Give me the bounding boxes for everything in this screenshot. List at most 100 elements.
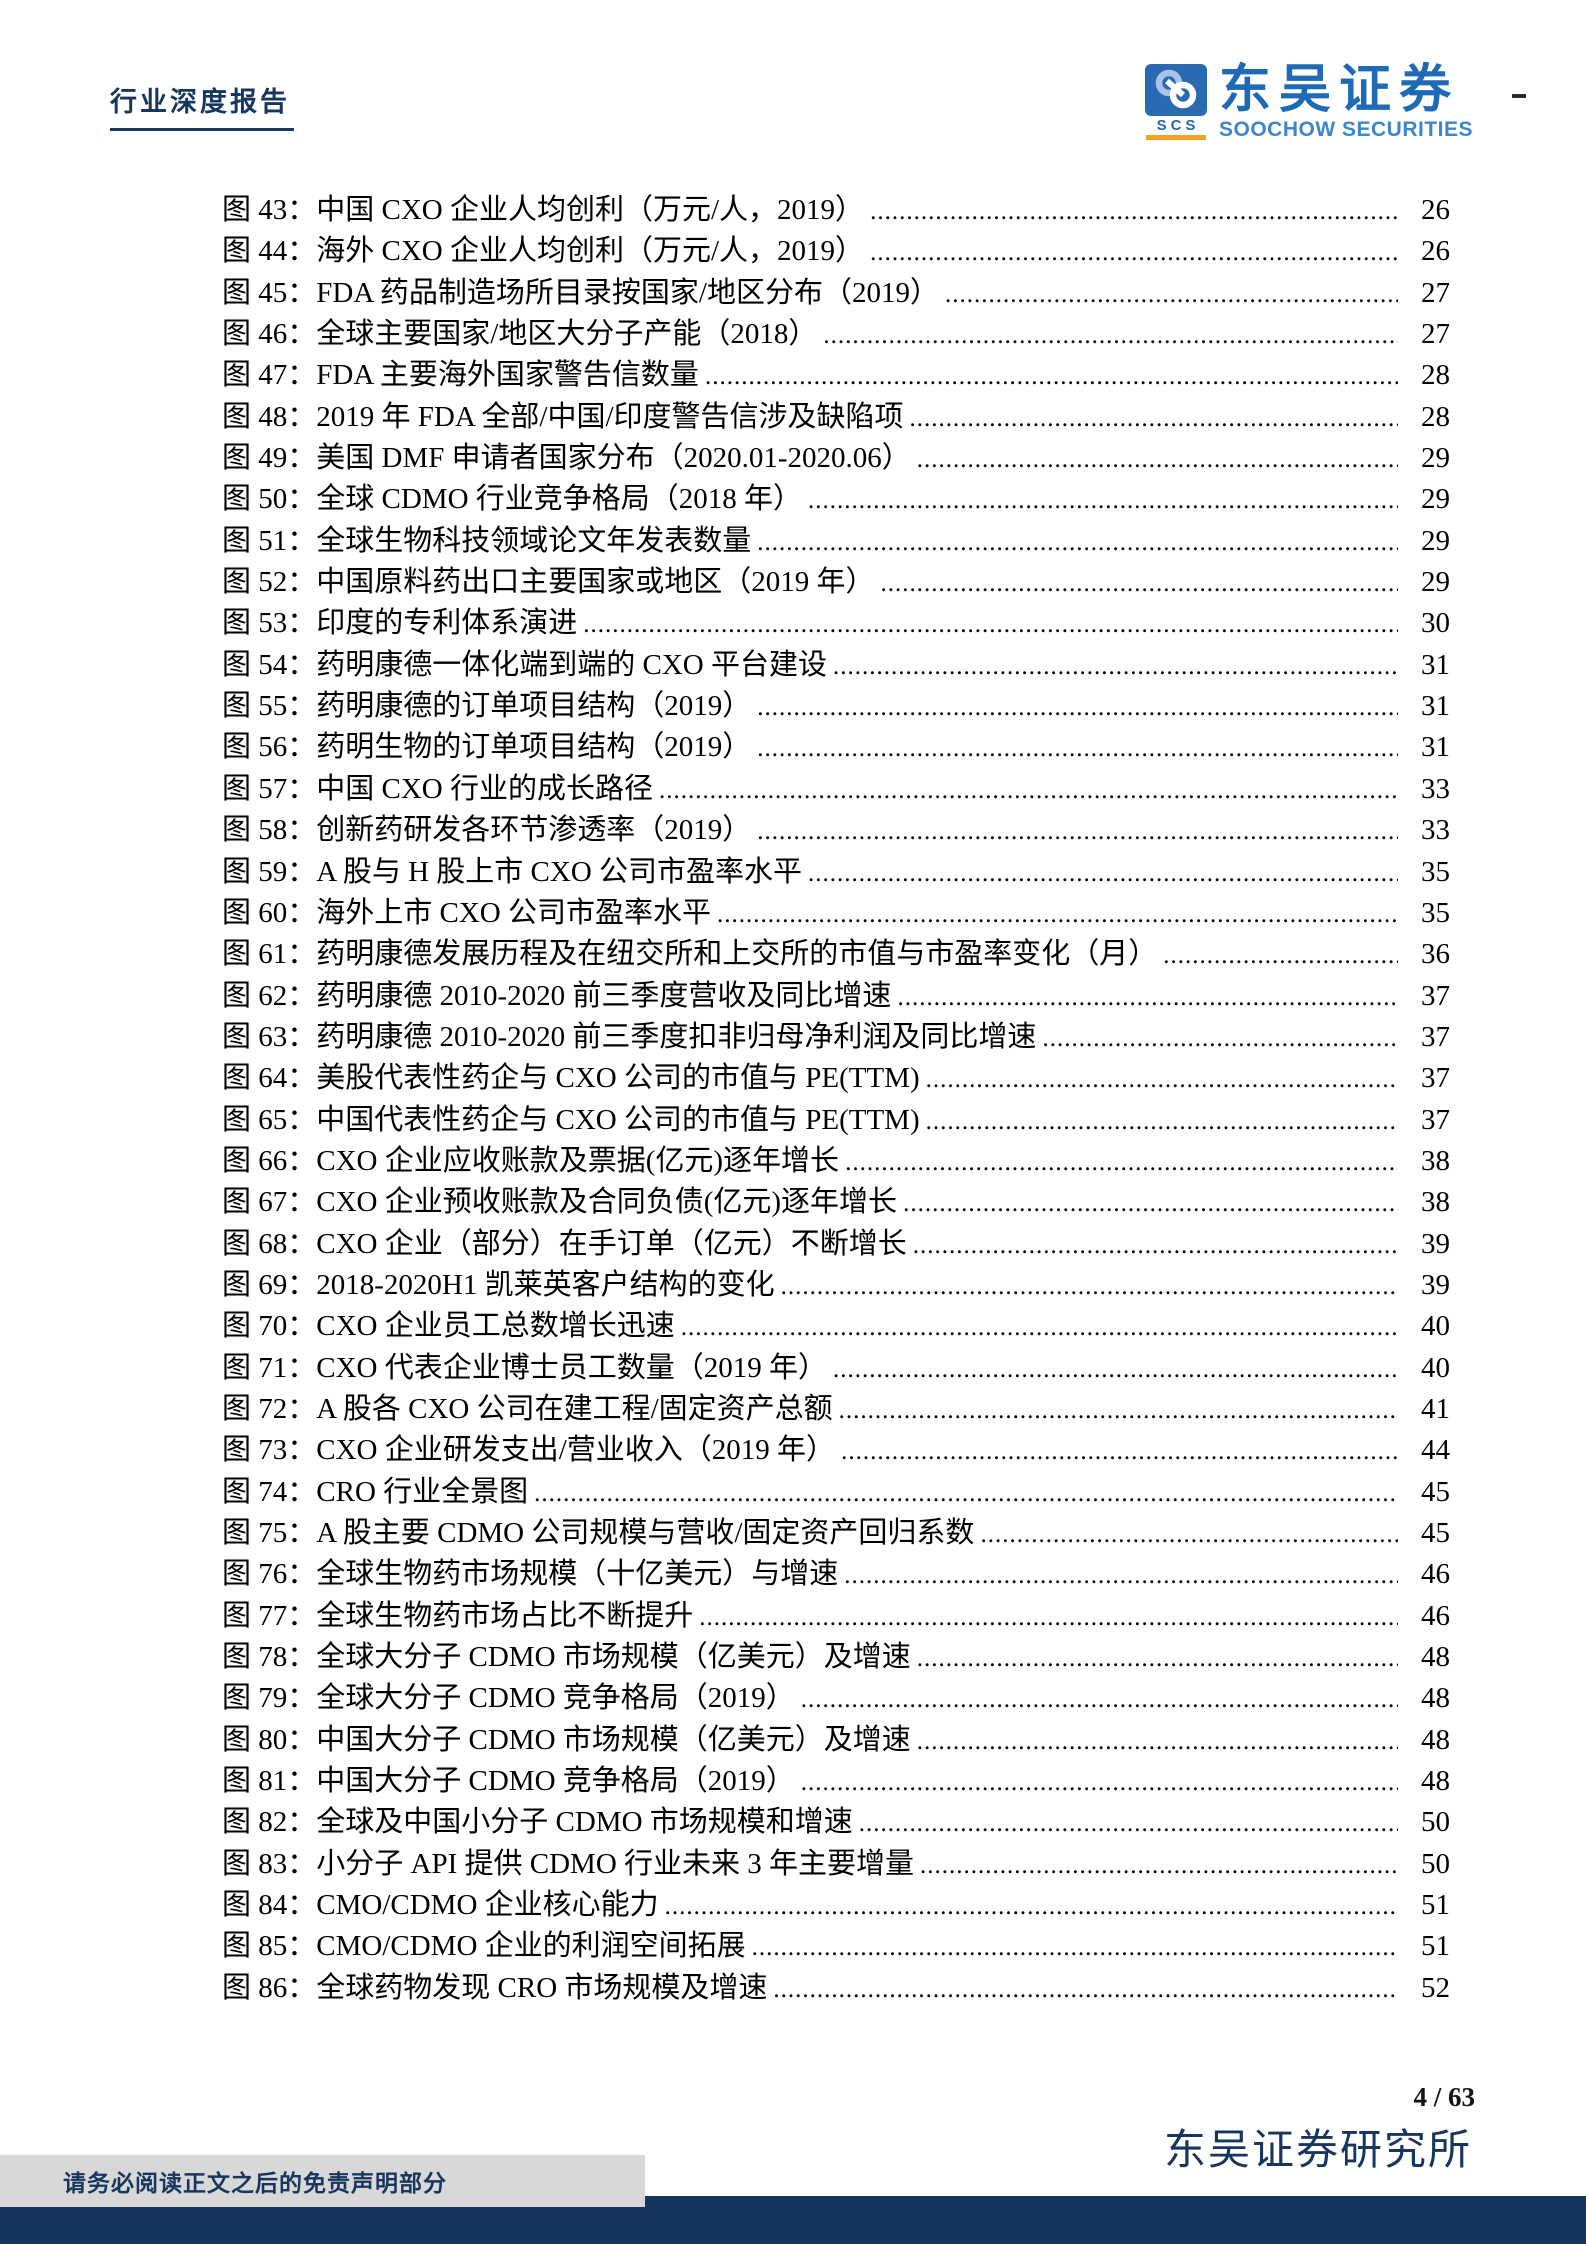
dot-leader xyxy=(659,770,1398,811)
toc-entry[interactable]: 图 84：CMO/CDMO 企业核心能力 51 xyxy=(222,1885,1450,1926)
figure-label: 图 73： xyxy=(222,1434,317,1467)
toc-entry[interactable]: 图 81：中国大分子 CDMO 竞争格局（2019） 48 xyxy=(222,1761,1450,1802)
toc-entry[interactable]: 图 68：CXO 企业（部分）在手订单（亿元）不断增长 39 xyxy=(222,1224,1450,1265)
toc-entry[interactable]: 图 57：中国 CXO 行业的成长路径 33 xyxy=(222,769,1450,810)
figure-title: 中国 CXO 企业人均创利（万元/人，2019） xyxy=(316,194,865,226)
toc-entry[interactable]: 图 77：全球生物药市场占比不断提升 46 xyxy=(222,1596,1450,1637)
toc-entry[interactable]: 图 73：CXO 企业研发支出/营业收入（2019 年） 44 xyxy=(222,1430,1450,1471)
toc-entry[interactable]: 图 67：CXO 企业预收账款及合同负债(亿元)逐年增长 38 xyxy=(222,1182,1450,1223)
toc-entry[interactable]: 图 71：CXO 代表企业博士员工数量（2019 年） 40 xyxy=(222,1348,1450,1389)
toc-entry[interactable]: 图 64：美股代表性药企与 CXO 公司的市值与 PE(TTM) 37 xyxy=(222,1058,1450,1099)
toc-entry[interactable]: 图 82：全球及中国小分子 CDMO 市场规模和增速 50 xyxy=(222,1802,1450,1843)
toc-entry[interactable]: 图 55：药明康德的订单项目结构（2019） 31 xyxy=(222,686,1450,727)
toc-entry[interactable]: 图 58：创新药研发各环节渗透率（2019） 33 xyxy=(222,810,1450,851)
figure-page: 37 xyxy=(1421,979,1450,1012)
dot-leader xyxy=(917,1638,1398,1679)
toc-entry[interactable]: 图 69：2018-2020H1 凯莱英客户结构的变化 39 xyxy=(222,1265,1450,1306)
logo-accent-bar xyxy=(1146,135,1206,140)
figure-label: 图 61： xyxy=(222,938,317,971)
figure-label: 图 84： xyxy=(222,1889,317,1922)
dot-leader xyxy=(870,191,1398,232)
dot-leader xyxy=(681,1307,1398,1348)
figure-label: 图 62： xyxy=(222,979,317,1012)
toc-entry[interactable]: 图 72：A 股各 CXO 公司在建工程/固定资产总额 41 xyxy=(222,1389,1450,1430)
figure-page: 36 xyxy=(1421,938,1450,971)
toc-entry[interactable]: 图 74：CRO 行业全景图 45 xyxy=(222,1472,1450,1513)
toc-entry[interactable]: 图 43：中国 CXO 企业人均创利（万元/人，2019） 26 xyxy=(222,190,1450,231)
toc-entry[interactable]: 图 65：中国代表性药企与 CXO 公司的市值与 PE(TTM) 37 xyxy=(222,1100,1450,1141)
figure-page: 29 xyxy=(1421,524,1450,557)
toc-entry[interactable]: 图 46：全球主要国家/地区大分子产能（2018） 27 xyxy=(222,314,1450,355)
figure-title: CXO 企业员工总数增长迅速 xyxy=(316,1310,675,1343)
toc-entry[interactable]: 图 78：全球大分子 CDMO 市场规模（亿美元）及增速 48 xyxy=(222,1637,1450,1678)
toc-entry[interactable]: 图 59：A 股与 H 股上市 CXO 公司市盈率水平 35 xyxy=(222,852,1450,893)
dot-leader xyxy=(665,1886,1398,1927)
figure-label: 图 48： xyxy=(222,400,317,433)
toc-entry[interactable]: 图 66：CXO 企业应收账款及票据(亿元)逐年增长 38 xyxy=(222,1141,1450,1182)
toc-entry[interactable]: 图 76：全球生物药市场规模（十亿美元）与增速 46 xyxy=(222,1554,1450,1595)
figure-label: 图 80： xyxy=(222,1723,317,1756)
dot-leader xyxy=(870,232,1398,273)
toc-entry[interactable]: 图 45：FDA 药品制造场所目录按国家/地区分布（2019） 27 xyxy=(222,273,1450,314)
toc-entry[interactable]: 图 60：海外上市 CXO 公司市盈率水平 35 xyxy=(222,893,1450,934)
figure-label: 图 67： xyxy=(222,1186,317,1219)
dot-leader xyxy=(823,315,1398,356)
toc-entry[interactable]: 图 49：美国 DMF 申请者国家分布（2020.01-2020.06） 29 xyxy=(222,438,1450,479)
figure-title: 中国大分子 CDMO 市场规模（亿美元）及增速 xyxy=(316,1723,911,1756)
figure-label: 图 71： xyxy=(222,1351,317,1384)
toc-entry[interactable]: 图 53：印度的专利体系演进 30 xyxy=(222,603,1450,644)
figure-page: 45 xyxy=(1421,1475,1450,1508)
toc-entry[interactable]: 图 47：FDA 主要海外国家警告信数量 28 xyxy=(222,355,1450,396)
figure-page: 38 xyxy=(1421,1186,1450,1219)
figure-title: 药明康德的订单项目结构（2019） xyxy=(316,690,752,723)
toc-entry[interactable]: 图 75：A 股主要 CDMO 公司规模与营收/固定资产回归系数 45 xyxy=(222,1513,1450,1554)
figure-label: 图 43： xyxy=(222,194,317,226)
figure-page: 48 xyxy=(1421,1682,1450,1715)
page-indicator: 4 / 63 xyxy=(1413,2082,1475,2112)
figure-page: 48 xyxy=(1421,1765,1450,1798)
toc-entry[interactable]: 图 80：中国大分子 CDMO 市场规模（亿美元）及增速 48 xyxy=(222,1720,1450,1761)
dot-leader xyxy=(583,604,1398,645)
figure-title: 药明生物的订单项目结构（2019） xyxy=(316,731,752,764)
figure-label: 图 70： xyxy=(222,1310,317,1343)
figure-label: 图 78： xyxy=(222,1641,317,1674)
figure-page: 40 xyxy=(1421,1351,1450,1384)
toc-entry[interactable]: 图 56：药明生物的订单项目结构（2019） 31 xyxy=(222,727,1450,768)
figure-label: 图 54： xyxy=(222,648,317,681)
toc-entry[interactable]: 图 83：小分子 API 提供 CDMO 行业未来 3 年主要增量 50 xyxy=(222,1844,1450,1885)
dot-leader xyxy=(917,439,1398,480)
toc-entry[interactable]: 图 86：全球药物发现 CRO 市场规模及增速 52 xyxy=(222,1968,1450,2009)
figure-title: 印度的专利体系演进 xyxy=(316,607,578,640)
dot-leader xyxy=(1042,1018,1398,1059)
toc-entry[interactable]: 图 70：CXO 企业员工总数增长迅速 40 xyxy=(222,1306,1450,1347)
toc-entry[interactable]: 图 51：全球生物科技领域论文年发表数量 29 xyxy=(222,521,1450,562)
toc-entry[interactable]: 图 44：海外 CXO 企业人均创利（万元/人，2019） 26 xyxy=(222,231,1450,272)
dot-leader xyxy=(801,1762,1398,1803)
figure-page: 44 xyxy=(1421,1434,1450,1467)
dot-leader xyxy=(917,1721,1398,1762)
figure-title: 海外上市 CXO 公司市盈率水平 xyxy=(316,896,711,929)
figure-page: 27 xyxy=(1421,318,1450,351)
figure-label: 图 49： xyxy=(222,442,317,475)
figure-title: 药明康德一体化端到端的 CXO 平台建设 xyxy=(316,648,827,681)
figure-title: 美股代表性药企与 CXO 公司的市值与 PE(TTM) xyxy=(316,1062,920,1095)
toc-entry[interactable]: 图 48：2019 年 FDA 全部/中国/印度警告信涉及缺陷项 28 xyxy=(222,397,1450,438)
dot-leader xyxy=(859,1803,1398,1844)
toc-entry[interactable]: 图 63：药明康德 2010-2020 前三季度扣非归母净利润及同比增速 37 xyxy=(222,1017,1450,1058)
figure-label: 图 44： xyxy=(222,235,317,268)
figure-label: 图 55： xyxy=(222,690,317,723)
figure-page: 29 xyxy=(1421,442,1450,475)
toc-entry[interactable]: 图 54：药明康德一体化端到端的 CXO 平台建设 31 xyxy=(222,645,1450,686)
figure-label: 图 64： xyxy=(222,1062,317,1095)
figure-page: 40 xyxy=(1421,1310,1450,1343)
brand-name-en: SOOCHOW SECURITIES xyxy=(1219,118,1474,141)
toc-entry[interactable]: 图 52：中国原料药出口主要国家或地区（2019 年） 29 xyxy=(222,562,1450,603)
toc-entry[interactable]: 图 62：药明康德 2010-2020 前三季度营收及同比增速 37 xyxy=(222,976,1450,1017)
dot-leader xyxy=(801,1679,1398,1720)
toc-entry[interactable]: 图 79：全球大分子 CDMO 竞争格局（2019） 48 xyxy=(222,1678,1450,1719)
figure-title: 全球 CDMO 行业竞争格局（2018 年） xyxy=(316,483,803,516)
toc-entry[interactable]: 图 61：药明康德发展历程及在纽交所和上交所的市值与市盈率变化（月） 36 xyxy=(222,934,1450,975)
toc-entry[interactable]: 图 85：CMO/CDMO 企业的利润空间拓展 51 xyxy=(222,1926,1450,1967)
figure-page: 48 xyxy=(1421,1641,1450,1674)
toc-entry[interactable]: 图 50：全球 CDMO 行业竞争格局（2018 年） 29 xyxy=(222,479,1450,520)
